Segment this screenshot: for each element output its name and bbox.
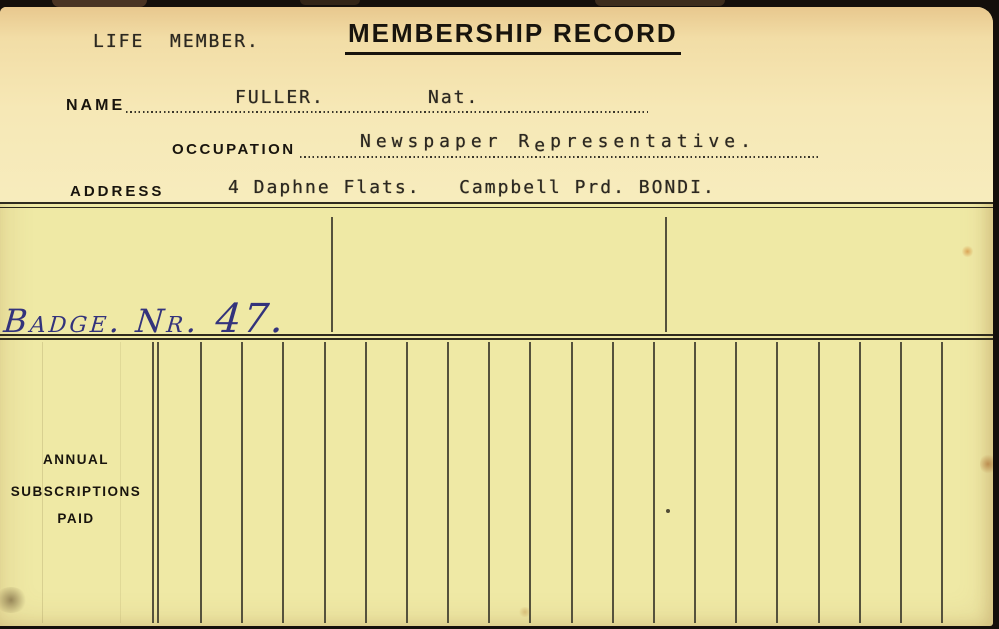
grid-line: [900, 342, 902, 623]
paper-crease: [42, 342, 43, 623]
occupation-dotted-line: [300, 156, 818, 158]
name-label: NAME: [66, 97, 126, 114]
grid-line: [241, 342, 243, 623]
occupation-label: OCCUPATION: [172, 141, 296, 158]
subscription-grid: [0, 342, 993, 623]
address-label: ADDRESS: [70, 183, 165, 200]
subscriptions-label: SUBSCRIPTIONS: [10, 484, 142, 499]
grid-line: [447, 342, 449, 623]
page-title: MEMBERSHIP RECORD: [345, 18, 681, 55]
card-header-area: [0, 7, 993, 203]
middle-section: [0, 212, 993, 332]
section-rule: [0, 202, 993, 204]
background-card-edge: [595, 0, 725, 6]
member-type-label: LIFE MEMBER.: [93, 31, 260, 52]
grid-line: [818, 342, 820, 623]
occupation-text-part: Newspaper R: [360, 131, 535, 152]
section-rule: [0, 334, 993, 336]
grid-line: [157, 342, 159, 623]
grid-line: [612, 342, 614, 623]
paid-label: PAID: [57, 511, 95, 526]
grid-line: [735, 342, 737, 623]
grid-line: [776, 342, 778, 623]
grid-line: [324, 342, 326, 623]
grid-line: [200, 342, 202, 623]
occupation-text-part: e: [534, 135, 551, 156]
grid-line: [406, 342, 408, 623]
background-card-edge: [52, 0, 147, 7]
grid-line: [488, 342, 490, 623]
grid-line: [331, 217, 333, 332]
occupation-value: Newspaper Representative.: [360, 131, 756, 156]
name-dotted-line: [126, 111, 648, 113]
name-surname-value: FULLER.: [235, 87, 325, 108]
grid-line: [529, 342, 531, 623]
membership-record-card: LIFE MEMBER. MEMBERSHIP RECORD NAME FULL…: [0, 7, 993, 626]
grid-line: [653, 342, 655, 623]
name-given-value: Nat.: [428, 87, 480, 108]
occupation-text-part: presentative.: [550, 131, 756, 152]
grid-line: [365, 342, 367, 623]
paper-crease: [120, 342, 121, 623]
grid-line: [152, 342, 154, 623]
grid-line: [571, 342, 573, 623]
address-value: 4 Daphne Flats. Campbell Prd. BONDI.: [228, 177, 716, 198]
background-card-edge: [300, 0, 360, 5]
grid-line: [859, 342, 861, 623]
section-rule: [0, 338, 993, 340]
grid-line: [282, 342, 284, 623]
grid-line: [665, 217, 667, 332]
annual-label: ANNUAL: [43, 452, 109, 467]
section-rule: [0, 207, 993, 208]
grid-line: [694, 342, 696, 623]
grid-line: [941, 342, 943, 623]
